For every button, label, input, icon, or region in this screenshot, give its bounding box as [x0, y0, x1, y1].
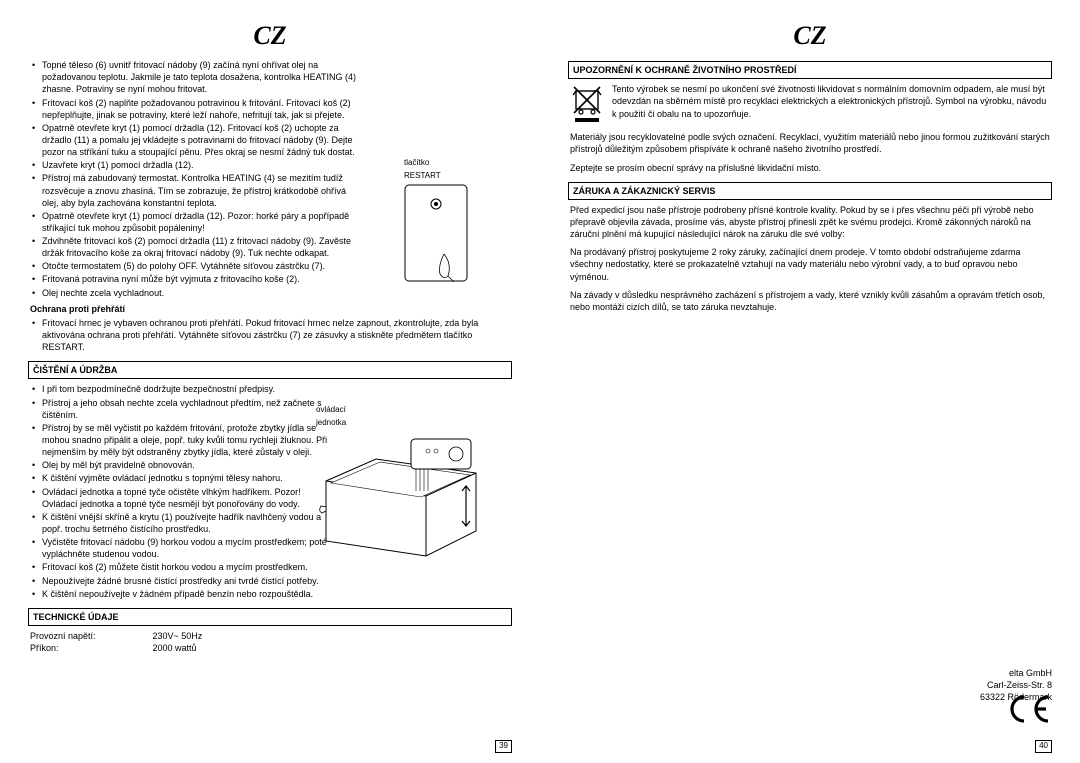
bullet: I při tom bezpodmínečně dodržujte bezpeč… [30, 383, 328, 395]
fig2-label: jednotka [316, 418, 506, 429]
env-text: Tento výrobek se nesmí po ukončení své ž… [568, 83, 1052, 119]
fig1-label: tlačítko [404, 158, 504, 169]
bullet: Olej nechte zcela vychladnout. [30, 287, 358, 299]
bullet: Přístroj má zabudovaný termostat. Kontro… [30, 172, 358, 208]
tech-row: Provozní napětí: 230V~ 50Hz [28, 630, 512, 642]
env-text: Materiály jsou recyklovatelné podle svýc… [568, 131, 1052, 155]
clean-list-wide: Fritovací koš (2) můžete čistit horkou v… [28, 561, 512, 599]
page-number: 40 [1035, 740, 1052, 753]
bullet: Opatrně otevřete kryt (1) pomocí držadla… [30, 122, 358, 158]
company-line: elta GmbH [980, 667, 1052, 679]
clean-head: ČIŠTĚNÍ A ÚDRŽBA [28, 361, 512, 379]
bullet: Fritovací koš (2) naplňte požadovanou po… [30, 97, 358, 121]
env-block: Tento výrobek se nesmí po ukončení své ž… [568, 83, 1052, 131]
bullet: Opatrně otevřete kryt (1) pomocí držadla… [30, 210, 358, 234]
control-unit-figure: ovládací jednotka [316, 405, 506, 564]
warranty-text: Před expedicí jsou naše přístroje podrob… [568, 204, 1052, 240]
bullet: Nepoužívejte žádné brusné čistící prostř… [30, 575, 512, 587]
bullet: K čištění vnější skříně a krytu (1) použ… [30, 511, 328, 535]
page-number: 39 [495, 740, 512, 753]
env-text: Zeptejte se prosím obecní správy na přís… [568, 162, 1052, 174]
restart-figure: tlačítko RESTART [404, 158, 504, 284]
bullet: Vyčistěte fritovací nádobu (9) horkou vo… [30, 536, 328, 560]
bullet: Olej by měl být pravidelně obnovován. [30, 459, 328, 471]
weee-icon [570, 85, 604, 127]
tech-val: 2000 wattů [153, 643, 197, 653]
bullet: Ovládací jednotka a topné tyče očistěte … [30, 486, 328, 510]
bullet: K čištění vyjměte ovládací jednotku s to… [30, 472, 328, 484]
clean-list: I při tom bezpodmínečně dodržujte bezpeč… [28, 383, 328, 560]
bullet: Fritovací hrnec je vybaven ochranou prot… [30, 317, 512, 353]
restart-button-icon [404, 184, 474, 284]
tech-val: 230V~ 50Hz [153, 631, 203, 641]
tech-key: Provozní napětí: [30, 630, 150, 642]
bullet: Uzavřete kryt (1) pomocí držadla (12). [30, 159, 358, 171]
env-head: UPOZORNĚNÍ K OCHRANĚ ŽIVOTNÍHO PROSTŘEDÍ [568, 61, 1052, 79]
page-title-left: CZ [28, 18, 512, 53]
ochrana-list: Fritovací hrnec je vybaven ochranou prot… [28, 317, 512, 353]
bullet: K čištění nepoužívejte v žádném případě … [30, 588, 512, 600]
page-right: CZ UPOZORNĚNÍ K OCHRANĚ ŽIVOTNÍHO PROSTŘ… [540, 0, 1080, 763]
bullet: Přístroj a jeho obsah nechte zcela vychl… [30, 397, 328, 421]
page-title-right: CZ [568, 18, 1052, 53]
bullet: Přístroj by se měl vyčistit po každém fr… [30, 422, 328, 458]
tech-head: TECHNICKÉ ÚDAJE [28, 608, 512, 626]
page-left: CZ Topné těleso (6) uvnitř fritovací nád… [0, 0, 540, 763]
warranty-text: Na závady v důsledku nesprávného zacháze… [568, 289, 1052, 313]
bullet: Fritovaná potravina nyní může být vyjmut… [30, 273, 358, 285]
company-line: Carl-Zeiss-Str. 8 [980, 679, 1052, 691]
intro-list: Topné těleso (6) uvnitř fritovací nádoby… [28, 59, 358, 299]
bullet: Zdvihněte fritovací koš (2) pomocí držad… [30, 235, 358, 259]
bullet: Topné těleso (6) uvnitř fritovací nádoby… [30, 59, 358, 95]
tech-key: Příkon: [30, 642, 150, 654]
fryer-icon [316, 431, 486, 561]
bullet: Fritovací koš (2) můžete čistit horkou v… [30, 561, 512, 573]
warranty-head: ZÁRUKA A ZÁKAZNICKÝ SERVIS [568, 182, 1052, 200]
tech-row: Příkon: 2000 wattů [28, 642, 512, 654]
fig1-label: RESTART [404, 171, 504, 182]
bullet: Otočte termostatem (5) do polohy OFF. Vy… [30, 260, 358, 272]
warranty-text: Na prodávaný přístroj poskytujeme 2 roky… [568, 246, 1052, 282]
fig2-label: ovládací [316, 405, 506, 416]
ochrana-head: Ochrana proti přehřátí [28, 303, 512, 315]
ce-mark-icon [1006, 693, 1052, 735]
